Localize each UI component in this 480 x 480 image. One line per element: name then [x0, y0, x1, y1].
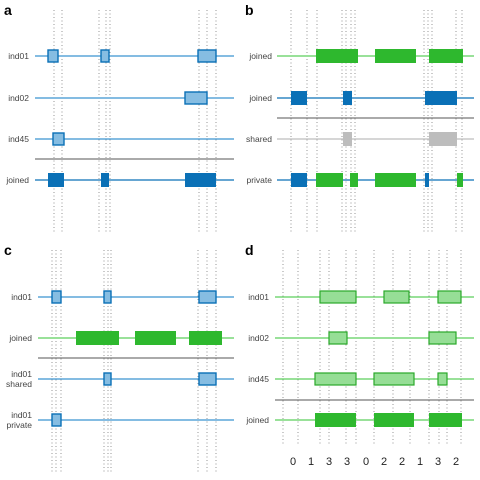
track-label-a-1: ind02	[8, 93, 29, 103]
overlap-count-5: 2	[381, 456, 387, 468]
panel-label-c: c	[4, 242, 12, 258]
segment-a-0-1	[100, 49, 110, 63]
segment-c-2-1	[198, 372, 217, 386]
segment-b-0-0	[316, 49, 358, 63]
segment-b-3-4	[425, 173, 429, 187]
segment-d-1-1	[428, 331, 457, 345]
segment-b-1-1	[343, 91, 352, 105]
segment-d-0-2	[437, 290, 462, 304]
segment-b-3-5	[457, 173, 463, 187]
segment-a-1-0	[184, 91, 208, 105]
segment-d-2-0	[314, 372, 357, 386]
segment-b-2-1	[429, 132, 457, 146]
track-label-c-1: joined	[8, 333, 32, 343]
overlap-count-6: 2	[399, 456, 405, 468]
track-label-c-3: ind01 private	[6, 410, 32, 430]
segment-d-0-1	[383, 290, 410, 304]
track-label-d-0: ind01	[248, 292, 269, 302]
track-label-b-0: joined	[248, 51, 272, 61]
segment-d-3-2	[429, 413, 462, 427]
overlap-count-4: 0	[363, 456, 369, 468]
segment-c-1-1	[135, 331, 176, 345]
overlap-count-7: 1	[417, 456, 423, 468]
overlap-count-3: 3	[344, 456, 350, 468]
track-label-d-2: ind45	[248, 374, 269, 384]
segment-b-3-3	[375, 173, 416, 187]
track-label-c-2: ind01 shared	[6, 369, 32, 389]
segment-d-2-1	[373, 372, 415, 386]
track-label-d-1: ind02	[248, 333, 269, 343]
track-label-d-3: joined	[245, 415, 269, 425]
overlap-count-9: 2	[453, 456, 459, 468]
segment-b-0-2	[429, 49, 463, 63]
track-label-b-2: shared	[246, 134, 272, 144]
segment-c-0-1	[103, 290, 112, 304]
track-label-a-0: ind01	[8, 51, 29, 61]
segment-b-3-2	[350, 173, 358, 187]
segment-c-2-0	[103, 372, 112, 386]
track-label-a-3: joined	[5, 175, 29, 185]
segment-b-2-0	[343, 132, 352, 146]
segment-b-0-1	[375, 49, 416, 63]
segment-d-3-1	[374, 413, 414, 427]
track-label-b-1: joined	[248, 93, 272, 103]
overlap-count-8: 3	[435, 456, 441, 468]
segment-c-1-0	[76, 331, 119, 345]
segment-a-0-2	[197, 49, 217, 63]
overlap-count-2: 3	[326, 456, 332, 468]
track-label-b-3: private	[246, 175, 272, 185]
segment-c-0-0	[51, 290, 62, 304]
segment-a-3-0	[48, 173, 64, 187]
segment-a-2-0	[52, 132, 65, 146]
panel-label-a: a	[4, 2, 12, 18]
track-label-a-2: ind45	[8, 134, 29, 144]
segment-a-0-0	[47, 49, 59, 63]
overlap-count-0: 0	[290, 456, 296, 468]
track-label-c-0: ind01	[11, 292, 32, 302]
segment-b-3-1	[316, 173, 343, 187]
segment-d-3-0	[315, 413, 356, 427]
segment-d-2-2	[437, 372, 448, 386]
panel-label-b: b	[245, 2, 254, 18]
overlap-count-1: 1	[308, 456, 314, 468]
segment-b-1-2	[425, 91, 457, 105]
segment-c-1-2	[189, 331, 222, 345]
segment-d-1-0	[328, 331, 348, 345]
segment-a-3-2	[185, 173, 216, 187]
segment-c-3-0	[51, 413, 62, 427]
segment-a-3-1	[101, 173, 109, 187]
segment-b-3-0	[291, 173, 307, 187]
segment-c-0-2	[198, 290, 217, 304]
segment-d-0-0	[319, 290, 357, 304]
panel-label-d: d	[245, 242, 254, 258]
segment-b-1-0	[291, 91, 307, 105]
